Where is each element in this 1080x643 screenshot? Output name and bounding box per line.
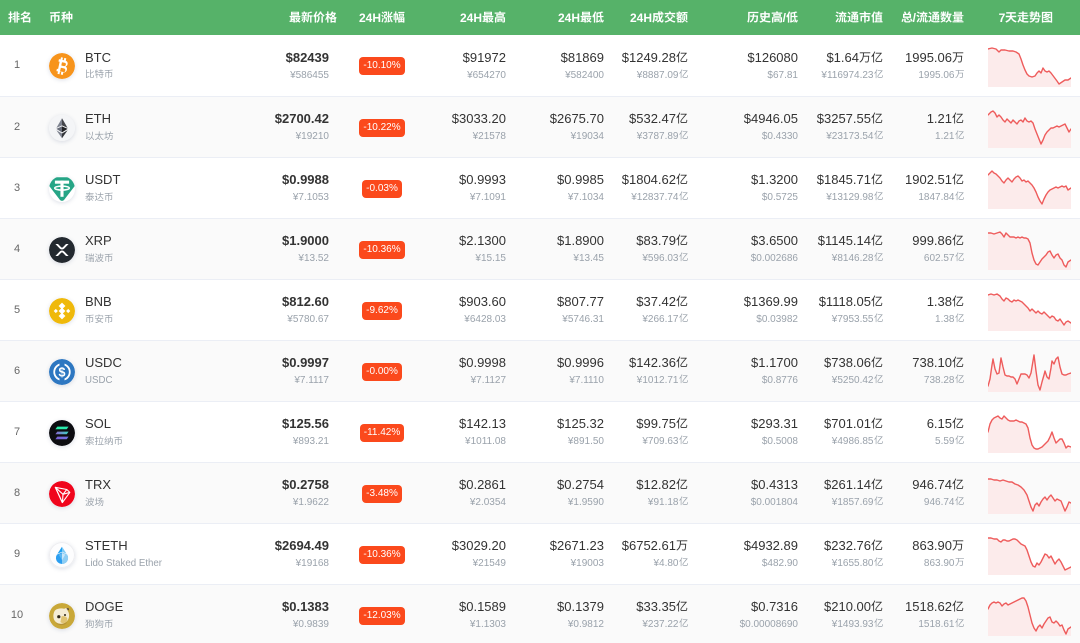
svg-text:$: $ xyxy=(59,365,66,379)
